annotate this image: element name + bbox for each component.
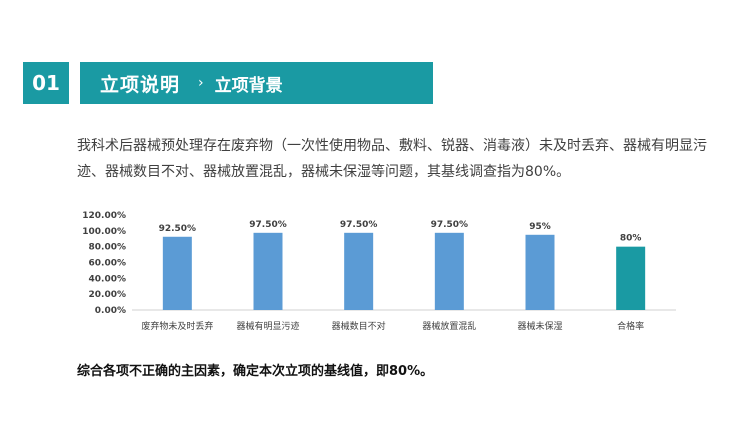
y-tick-label: 100.00% <box>82 227 126 237</box>
category-label: 器械数目不对 <box>332 320 386 332</box>
category-label: 器械未保湿 <box>517 320 562 332</box>
bar-chart: 0.00% 20.00% 40.00% 60.00% 80.00% 100.00% 120.… <box>82 211 676 332</box>
background-description: 我科术后器械预处理存在废弃物（一次性使用物品、敷料、锐器、消毒液）未及时丢弃、器… <box>77 138 707 180</box>
y-tick-label: 80.00% <box>89 243 127 253</box>
category-label: 废弃物未及时丢弃 <box>141 320 213 332</box>
data-label: 80% <box>620 234 642 244</box>
bar <box>344 232 374 310</box>
data-label: 92.50% <box>159 224 197 234</box>
y-tick-label: 0.00% <box>95 306 126 316</box>
bar <box>162 236 192 310</box>
category-label: 器械有明显污迹 <box>236 320 299 332</box>
category-label: 器械放置混乱 <box>422 320 476 332</box>
bar <box>253 232 283 310</box>
section-title: 立项说明 <box>100 73 181 96</box>
data-label: 97.50% <box>340 220 378 230</box>
data-label: 95% <box>529 222 551 232</box>
bar <box>434 232 464 310</box>
data-label: 97.50% <box>431 220 469 230</box>
section-number: 01 <box>23 62 69 104</box>
y-tick-label: 60.00% <box>89 259 127 269</box>
bar <box>525 234 555 310</box>
title-bar: 立项说明 › 立项背景 <box>80 62 433 104</box>
y-tick-label: 20.00% <box>89 290 127 300</box>
conclusion-text: 综合各项不正确的主因素，确定本次立项的基线值，即80%。 <box>77 364 434 379</box>
y-tick-label: 40.00% <box>89 274 127 284</box>
section-subtitle: 立项背景 <box>214 75 283 96</box>
bar <box>616 246 646 310</box>
y-tick-label: 120.00% <box>82 211 126 221</box>
data-label: 97.50% <box>249 220 287 230</box>
chevron-right-icon: › <box>198 75 204 91</box>
category-label: 合格率 <box>617 320 644 332</box>
